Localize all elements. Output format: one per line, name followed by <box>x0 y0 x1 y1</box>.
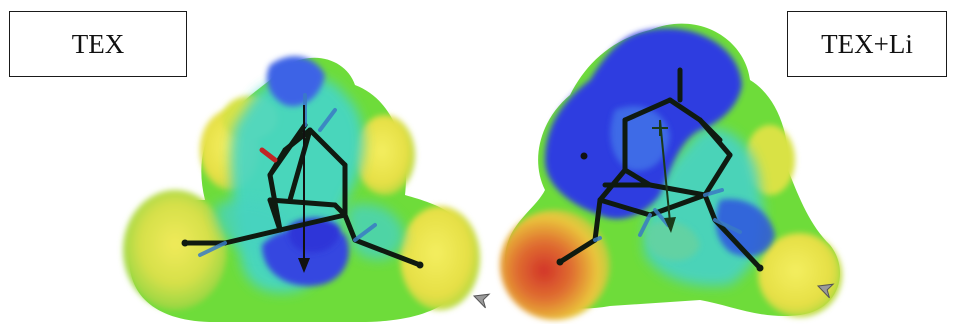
cursor-arrow-icon <box>472 293 491 309</box>
lithium-ion-dot <box>580 152 588 160</box>
tex-label-box: TEX <box>9 11 187 77</box>
tex-dipole-arrow <box>298 105 310 273</box>
tex-li-molecular-skeleton <box>556 67 764 272</box>
tex-li-dipole-arrow <box>652 119 676 233</box>
tex-li-electrostatic-surface <box>500 23 842 320</box>
tex-electrostatic-surface <box>123 56 480 323</box>
tex-li-label-box: TEX+Li <box>787 11 947 77</box>
cursor-arrow-icon <box>816 283 835 299</box>
tex-label: TEX <box>71 28 125 59</box>
tex-li-label: TEX+Li <box>821 28 913 59</box>
tex-molecular-skeleton <box>181 93 424 269</box>
